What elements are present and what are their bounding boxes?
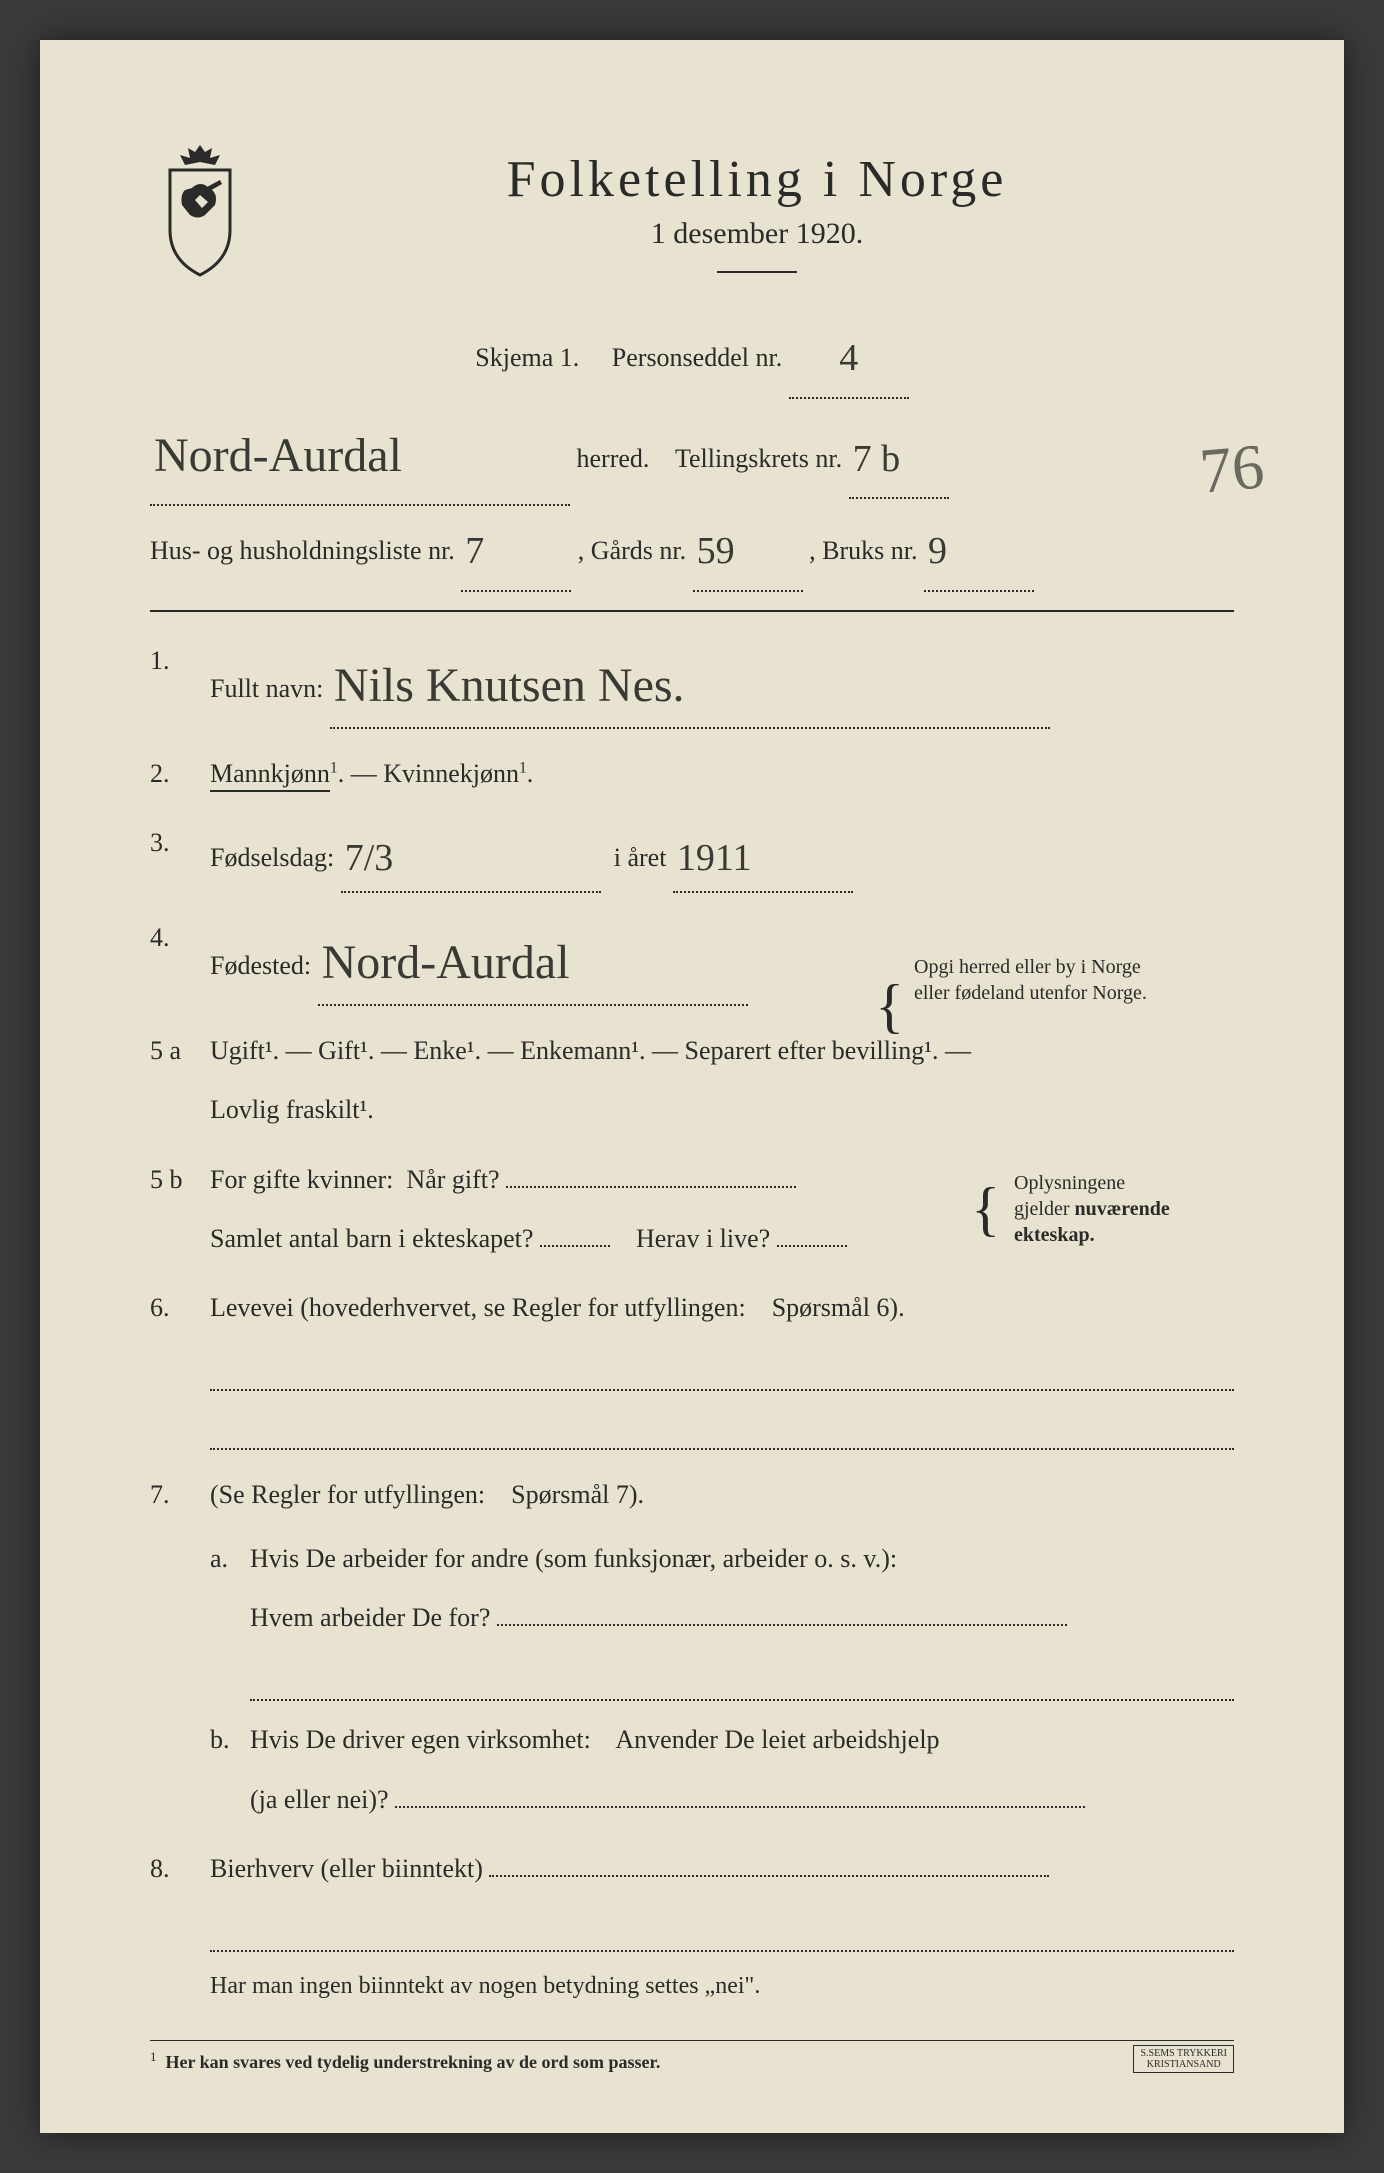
bruks-nr: 9 bbox=[928, 510, 947, 594]
census-form-page: Folketelling i Norge 1 desember 1920. Sk… bbox=[40, 40, 1344, 2133]
q4-label: Fødested: bbox=[210, 951, 311, 980]
footnote: 1 Her kan svares ved tydelig understrekn… bbox=[150, 2040, 1234, 2073]
husliste-nr: 7 bbox=[465, 510, 484, 594]
herred-suffix: herred. bbox=[577, 444, 650, 473]
q3-label-b: i året bbox=[614, 843, 667, 872]
q6: 6. Levevei (hovederhvervet, se Regler fo… bbox=[150, 1283, 1234, 1450]
q6-blank2 bbox=[210, 1403, 1234, 1450]
main-title: Folketelling i Norge bbox=[280, 150, 1234, 209]
q7a-letter: a. bbox=[210, 1534, 228, 1583]
q6-label: Levevei (hovederhvervet, se Regler for u… bbox=[210, 1293, 746, 1322]
coat-of-arms-icon bbox=[150, 140, 250, 280]
q7b-line2: Anvender De leiet arbeidshjelp bbox=[615, 1725, 939, 1754]
q5b-note2b: nuværende bbox=[1075, 1198, 1170, 1220]
footnote-marker: 1 bbox=[150, 2049, 157, 2064]
q3-year: 1911 bbox=[677, 822, 752, 894]
title-block: Folketelling i Norge 1 desember 1920. bbox=[280, 140, 1234, 303]
personseddel-nr: 4 bbox=[839, 317, 858, 401]
q4-note-b: eller fødeland utenfor Norge. bbox=[914, 980, 1234, 1006]
q1-label: Fullt navn: bbox=[210, 674, 323, 703]
q1: Fullt navn: Nils Knutsen Nes. bbox=[150, 636, 1234, 729]
q8-blank bbox=[210, 1905, 1234, 1952]
q5a-options: Ugift¹. — Gift¹. — Enke¹. — Enkemann¹. —… bbox=[210, 1036, 971, 1065]
question-list: Fullt navn: Nils Knutsen Nes. Mannkjønn1… bbox=[150, 636, 1234, 2010]
q5b: 5 b For gifte kvinner: Når gift? Samlet … bbox=[150, 1155, 1234, 1264]
tellingskrets-label: Tellingskrets nr. bbox=[675, 444, 842, 473]
q3-label-a: Fødselsdag: bbox=[210, 843, 334, 872]
herred-value: Nord-Aurdal bbox=[154, 403, 402, 509]
q7: 7. (Se Regler for utfyllingen: Spørsmål … bbox=[150, 1470, 1234, 1824]
q5b-note1: Oplysningene bbox=[1014, 1170, 1234, 1196]
header: Folketelling i Norge 1 desember 1920. bbox=[150, 140, 1234, 303]
q7-label2: Spørsmål 7). bbox=[511, 1480, 644, 1509]
q5b-children: Samlet antal barn i ekteskapet? bbox=[210, 1224, 533, 1253]
herred-line: Nord-Aurdal herred. Tellingskrets nr. 7 … bbox=[150, 399, 1234, 507]
skjema-line: Skjema 1. Personseddel nr. 4 bbox=[150, 313, 1234, 399]
printer-line2: KRISTIANSAND bbox=[1140, 2059, 1227, 2070]
q7b-line3: (ja eller nei)? bbox=[250, 1785, 389, 1814]
q2: Mannkjønn1. — Kvinnekjønn1. bbox=[150, 749, 1234, 798]
q7-label: (Se Regler for utfyllingen: bbox=[210, 1480, 485, 1509]
q7a-line2: Hvem arbeider De for? bbox=[250, 1603, 490, 1632]
q6-blank1 bbox=[210, 1345, 1234, 1392]
q5b-num: 5 b bbox=[150, 1155, 183, 1204]
q2-sep: — bbox=[351, 759, 384, 788]
q4: Fødested: Nord-Aurdal { Opgi herred elle… bbox=[150, 913, 1234, 1006]
gards-label: , Gårds nr. bbox=[578, 536, 686, 565]
q5b-note: Oplysningene gjelder nuværende ekteskap. bbox=[1014, 1170, 1234, 1248]
q7b: b. Hvis De driver egen virksomhet: Anven… bbox=[210, 1715, 1234, 1824]
subtitle: 1 desember 1920. bbox=[280, 217, 1234, 251]
q8-label: Bierhverv (eller biinntekt) bbox=[210, 1854, 483, 1883]
personseddel-label: Personseddel nr. bbox=[612, 343, 782, 372]
title-divider bbox=[717, 271, 797, 273]
q5b-marriage: Når gift? bbox=[406, 1165, 499, 1194]
section-rule bbox=[150, 610, 1234, 612]
q7b-letter: b. bbox=[210, 1715, 230, 1764]
q7a-line1: Hvis De arbeider for andre (som funksjon… bbox=[250, 1544, 897, 1573]
q3: Fødselsdag: 7/3 i året 1911 bbox=[150, 818, 1234, 892]
q1-value: Nils Knutsen Nes. bbox=[334, 640, 685, 731]
footnote-text: Her kan svares ved tydelig understreknin… bbox=[166, 2052, 661, 2072]
q5b-note3: ekteskap. bbox=[1014, 1224, 1095, 1246]
printer-line1: S.SEMS TRYKKERI bbox=[1140, 2048, 1227, 2059]
q2-female: Kvinnekjønn bbox=[383, 759, 519, 788]
q5b-alive: Herav i live? bbox=[636, 1224, 770, 1253]
q4-value: Nord-Aurdal bbox=[322, 917, 570, 1008]
q3-day: 7/3 bbox=[345, 822, 394, 894]
q6-label2: Spørsmål 6). bbox=[772, 1293, 905, 1322]
q7b-line1: Hvis De driver egen virksomhet: bbox=[250, 1725, 591, 1754]
q8-num: 8. bbox=[150, 1844, 170, 1893]
q5a: 5 a Ugift¹. — Gift¹. — Enke¹. — Enkemann… bbox=[150, 1026, 1234, 1135]
q7a: a. Hvis De arbeider for andre (som funks… bbox=[210, 1534, 1234, 1702]
q6-num: 6. bbox=[150, 1283, 170, 1332]
printer-mark: S.SEMS TRYKKERI KRISTIANSAND bbox=[1133, 2045, 1234, 2073]
husliste-label: Hus- og husholdningsliste nr. bbox=[150, 536, 455, 565]
q2-male: Mannkjønn bbox=[210, 759, 330, 792]
q8-note: Har man ingen biinntekt av nogen betydni… bbox=[210, 1964, 1234, 2010]
skjema-label: Skjema 1. bbox=[475, 343, 579, 372]
q5a-options2: Lovlig fraskilt¹. bbox=[210, 1085, 1234, 1134]
q7-num: 7. bbox=[150, 1470, 170, 1519]
q5a-num: 5 a bbox=[150, 1026, 181, 1075]
q5b-prefix: For gifte kvinner: bbox=[210, 1165, 393, 1194]
q8: 8. Bierhverv (eller biinntekt) Har man i… bbox=[150, 1844, 1234, 2010]
husliste-line: Hus- og husholdningsliste nr. 7 , Gårds … bbox=[150, 506, 1234, 592]
bruks-label: , Bruks nr. bbox=[809, 536, 917, 565]
q4-note: Opgi herred eller by i Norge eller fødel… bbox=[914, 954, 1234, 1006]
q4-note-a: Opgi herred eller by i Norge bbox=[914, 954, 1234, 980]
q7a-blank bbox=[250, 1654, 1234, 1701]
gards-nr: 59 bbox=[697, 510, 735, 594]
tellingskrets-nr: 7 b bbox=[853, 418, 901, 502]
